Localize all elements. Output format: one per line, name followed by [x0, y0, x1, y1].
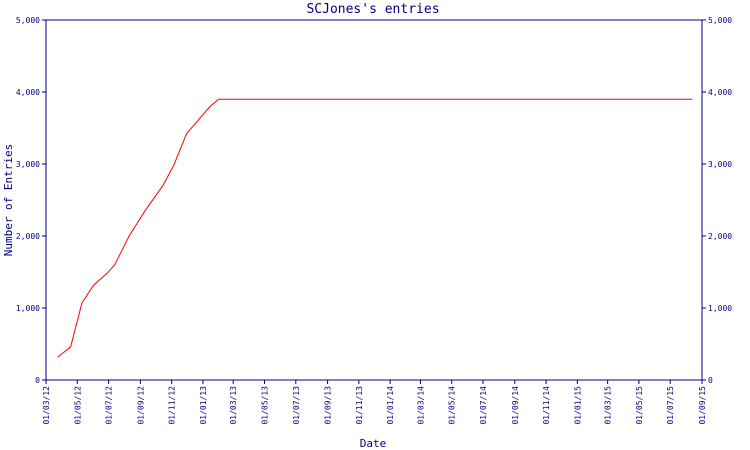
x-tick-label: 01/09/13	[324, 386, 333, 425]
x-axis: 01/03/12 01/05/12 01/07/12 01/09/12 01/11/12…	[42, 380, 707, 425]
y-tick-label-right: 0	[708, 376, 713, 385]
x-tick-label: 01/07/12	[105, 386, 114, 425]
x-tick-label: 01/07/15	[666, 386, 675, 425]
y-tick-label-left: 3,000	[16, 160, 40, 169]
y-tick-label-right: 1,000	[708, 304, 732, 313]
x-tick-label: 01/03/12	[42, 386, 51, 425]
y-axis-right: 0 1,000 2,000 3,000 4,000 5,000	[702, 16, 732, 385]
y-tick-label-right: 2,000	[708, 232, 732, 241]
x-tick-label: 01/09/12	[136, 386, 145, 425]
chart-title: SCJones's entries	[306, 2, 439, 17]
x-tick-label: 01/09/14	[511, 386, 520, 425]
x-tick-label: 01/05/14	[448, 386, 457, 425]
y-tick-label-right: 5,000	[708, 16, 732, 25]
x-axis-title: Date	[360, 437, 387, 450]
x-tick-label: 01/07/13	[292, 386, 301, 425]
series-line	[57, 98, 693, 358]
x-tick-label: 01/05/12	[73, 386, 82, 425]
plot-area-frame	[45, 19, 703, 381]
x-tick-label: 01/07/14	[479, 386, 488, 425]
y-tick-label-right: 4,000	[708, 88, 732, 97]
y-tick-label-left: 5,000	[16, 16, 40, 25]
y-tick-label-left: 4,000	[16, 88, 40, 97]
x-tick-label: 01/05/13	[260, 386, 269, 425]
y-tick-label-left: 0	[35, 376, 40, 385]
y-tick-label-left: 1,000	[16, 304, 40, 313]
y-tick-label-left: 2,000	[16, 232, 40, 241]
x-tick-label: 01/09/15	[698, 386, 707, 425]
x-tick-label: 01/01/13	[199, 386, 208, 425]
x-tick-label: 01/01/15	[573, 386, 582, 425]
x-tick-label: 01/05/15	[635, 386, 644, 425]
x-tick-label: 01/11/14	[542, 386, 551, 425]
x-tick-label: 01/03/13	[229, 386, 238, 425]
x-tick-label: 01/03/14	[416, 386, 425, 425]
y-tick-label-right: 3,000	[708, 160, 732, 169]
x-tick-label: 01/11/12	[168, 386, 177, 425]
x-tick-label: 01/03/15	[604, 386, 613, 425]
y-axis-left: 0 1,000 2,000 3,000 4,000 5,000	[16, 16, 46, 385]
x-tick-label: 01/01/14	[386, 386, 395, 425]
x-tick-label: 01/11/13	[355, 386, 364, 425]
series-layer	[57, 98, 693, 358]
y-axis-title: Number of Entries	[2, 144, 15, 257]
